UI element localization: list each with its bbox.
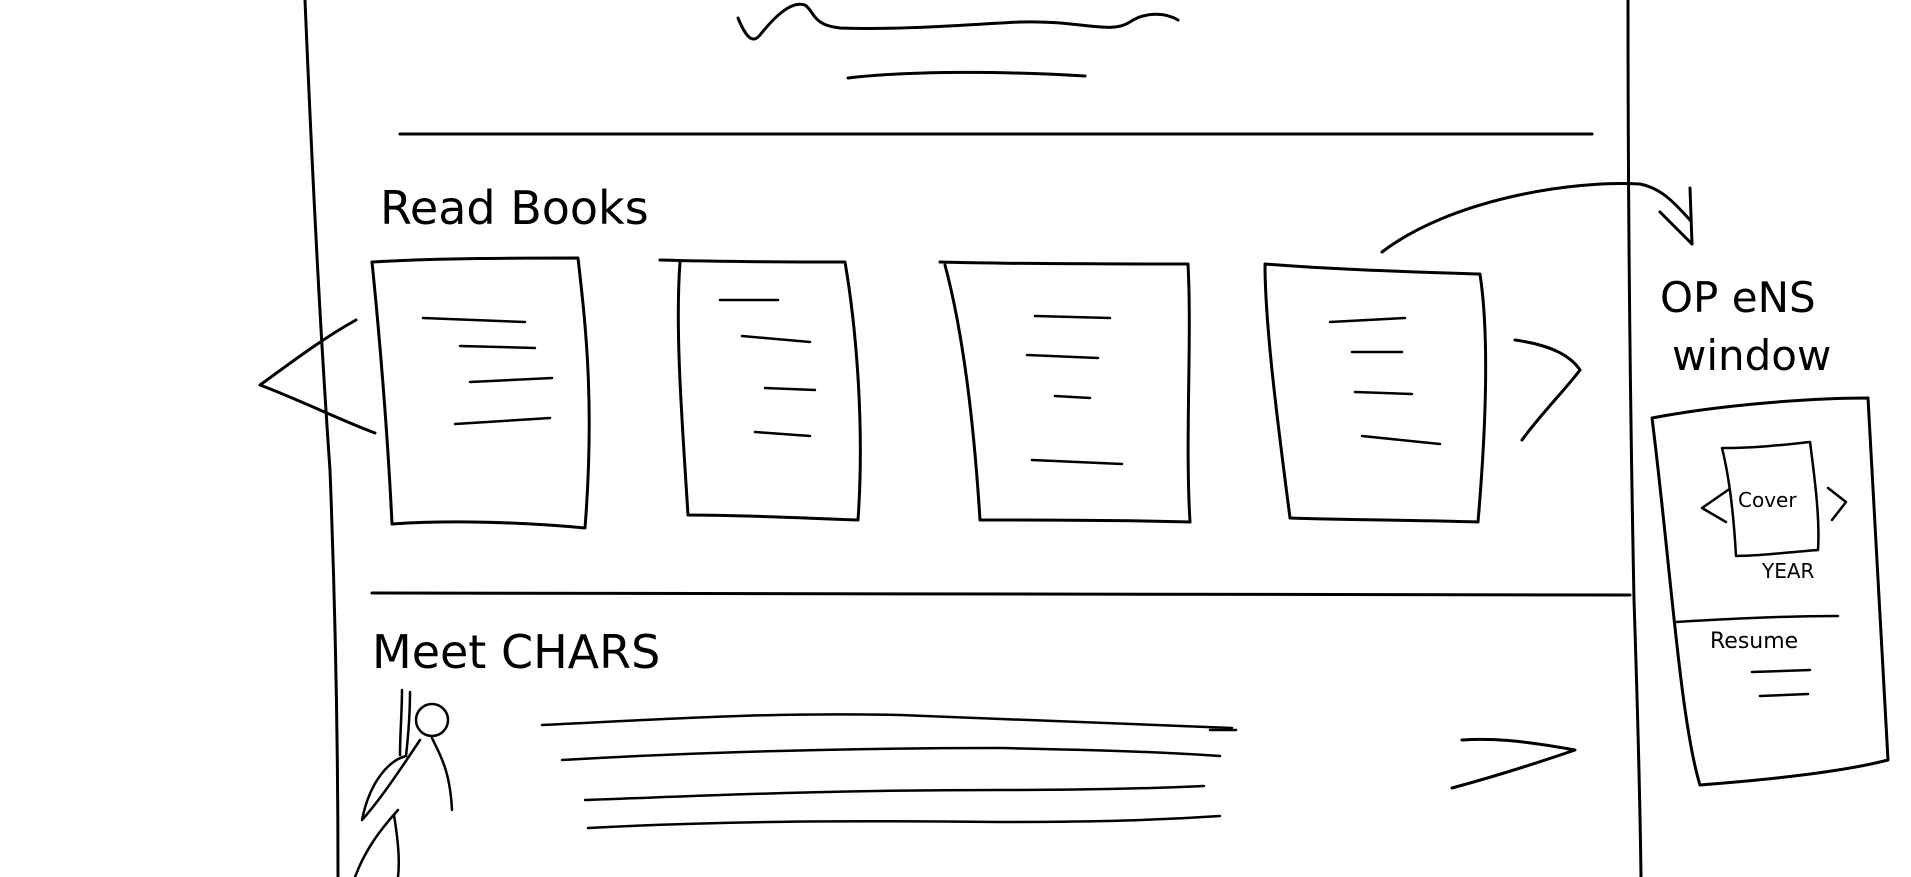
popup-prev-arrow[interactable] — [1700, 488, 1730, 524]
book-card[interactable] — [658, 258, 862, 522]
popup-year-label: YEAR — [1761, 559, 1815, 583]
chars-section-title: Meet CHARS — [372, 625, 660, 679]
carousel-prev-arrow[interactable] — [258, 318, 377, 435]
opens-window-arrow — [1380, 182, 1692, 254]
popup-resume-label: Resume — [1710, 629, 1798, 654]
carousel-next-arrow[interactable] — [1513, 338, 1582, 442]
character-figure — [353, 688, 454, 877]
popup-cover-label: Cover — [1738, 488, 1797, 512]
book-card[interactable] — [370, 256, 591, 530]
page-left-border — [303, 0, 340, 877]
popup-next-arrow[interactable] — [1826, 486, 1848, 522]
chars-next-arrow[interactable] — [1450, 737, 1577, 790]
chars-divider — [370, 591, 1632, 597]
header-scribble — [736, 2, 1180, 80]
book-card[interactable] — [1263, 262, 1488, 524]
note-line-1: OP eNS — [1660, 273, 1816, 322]
book-card[interactable] — [938, 260, 1192, 524]
character-description — [540, 713, 1238, 830]
popup-divider — [1674, 614, 1840, 624]
books-section-title: Read Books — [380, 181, 649, 235]
note-line-2: window — [1672, 331, 1831, 380]
popup-cover-box — [1720, 440, 1820, 558]
popup-window: Cover YEAR Resume — [1650, 396, 1890, 787]
arrow-head — [1658, 186, 1694, 246]
page-right-border — [1626, 0, 1643, 877]
popup-resume-text — [1750, 668, 1812, 698]
